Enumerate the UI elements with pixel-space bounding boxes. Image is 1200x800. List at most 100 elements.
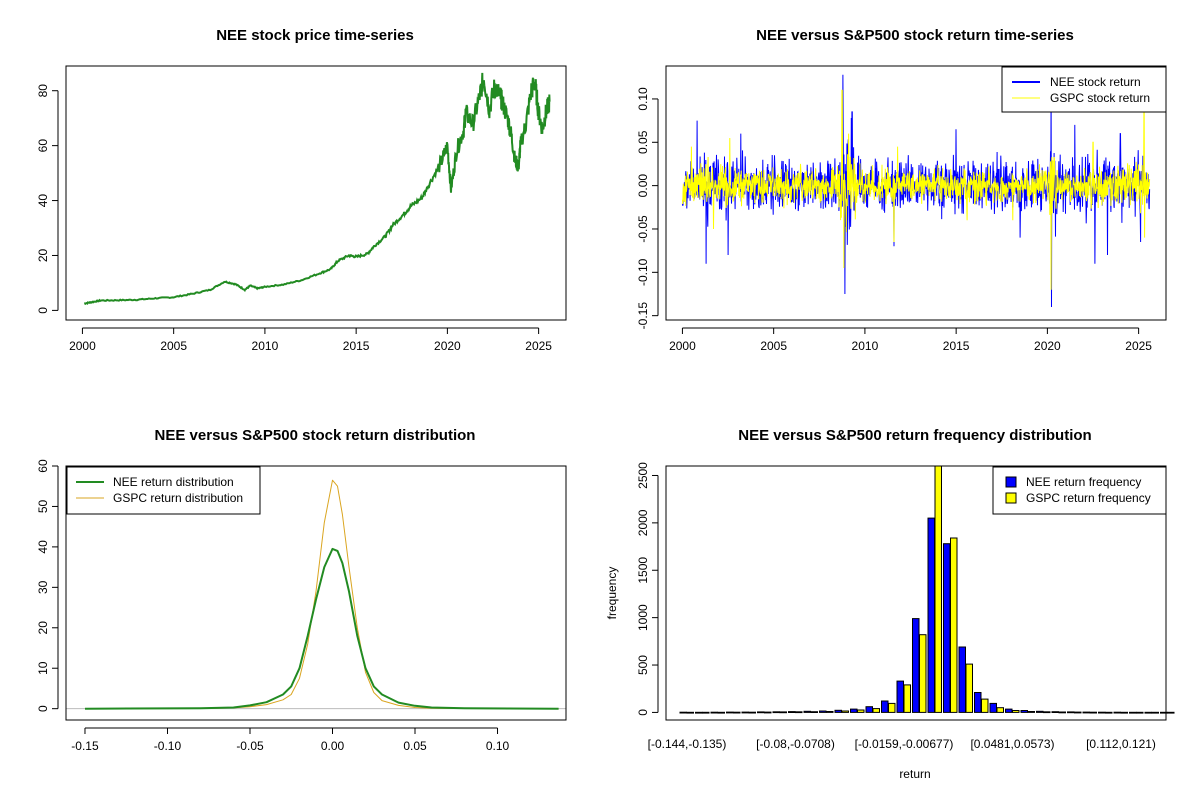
- bar-gspc: [950, 537, 958, 713]
- bar-gspc: [934, 465, 942, 713]
- plot-frame: [65, 65, 567, 321]
- legend-label-nee: NEE return distribution: [113, 475, 234, 489]
- bar-gspc: [1120, 711, 1128, 714]
- y-tick-label: 500: [636, 655, 650, 675]
- bar-gspc: [717, 711, 725, 714]
- x-tick-label: -0.15: [71, 739, 99, 753]
- bar-nee: [772, 711, 780, 714]
- legend-label-nee: NEE return frequency: [1026, 475, 1141, 489]
- plot-frame: [665, 465, 1167, 721]
- y-tick-label: 40: [36, 540, 50, 554]
- bar-nee: [927, 517, 935, 713]
- x-tick-label: 2010: [252, 339, 279, 353]
- x-tick-label: 2015: [943, 339, 970, 353]
- y-tick-label: 60: [36, 459, 50, 473]
- bar-gspc: [1136, 711, 1144, 714]
- legend: NEE return frequency GSPC return frequen…: [992, 466, 1167, 515]
- bar-gspc: [1058, 711, 1066, 714]
- bar-gspc: [1027, 711, 1035, 713]
- bar-gspc: [1074, 711, 1082, 714]
- chart-title: NEE stock price time-series: [216, 27, 414, 44]
- bar-nee: [865, 706, 873, 713]
- bar-nee: [1020, 710, 1028, 713]
- x-tick-label: 2005: [760, 339, 787, 353]
- bar-gspc: [686, 711, 694, 714]
- y-tick-label: 0: [36, 705, 50, 712]
- bar-nee: [958, 646, 966, 713]
- legend-swatch-gspc: [1005, 492, 1017, 504]
- y-tick-label: -0.05: [636, 215, 650, 243]
- y-tick-label: 0: [636, 709, 650, 716]
- series-line-gspc-density: [84, 479, 559, 710]
- chart-density: NEE versus S&P500 stock return distribut…: [36, 427, 567, 753]
- bar-gspc: [919, 634, 927, 713]
- bar-nee: [1098, 711, 1106, 714]
- plot-frame: [65, 465, 567, 721]
- bar-nee: [850, 708, 858, 713]
- legend-swatch-nee: [1005, 476, 1017, 488]
- x-tick-label: 2005: [160, 339, 187, 353]
- x-tick-label: 2000: [669, 339, 696, 353]
- bar-gspc: [965, 663, 973, 713]
- x-tick-label: -0.10: [154, 739, 182, 753]
- series-line-gspc-return: [681, 89, 1151, 290]
- x-tick-label: 2025: [1125, 339, 1152, 353]
- bar-gspc: [826, 711, 834, 713]
- plot-area: 0 500 1000 1500 2000 2500 [-0.144,-0.135) [-0.0…: [636, 462, 1175, 751]
- bar-nee: [819, 710, 827, 713]
- x-axis-label: return: [899, 767, 930, 781]
- x-tick-label: 0.00: [321, 739, 345, 753]
- y-tick-label: 40: [36, 194, 50, 208]
- legend-box: [1001, 66, 1167, 113]
- y-tick-label: 0.10: [636, 87, 650, 111]
- chart-title: NEE versus S&P500 return frequency distr…: [738, 427, 1091, 444]
- bar-gspc: [1167, 711, 1175, 714]
- chart-title: NEE versus S&P500 stock return distribut…: [155, 427, 476, 444]
- x-tick-label: 2000: [69, 339, 96, 353]
- bar-nee: [974, 692, 982, 713]
- bar-gspc: [1089, 711, 1097, 714]
- bar-nee: [695, 711, 703, 714]
- plot-frame: [665, 65, 1167, 321]
- bar-gspc: [764, 711, 772, 714]
- y-tick-label: 20: [36, 248, 50, 262]
- legend-box: [66, 466, 261, 515]
- bar-nee: [1144, 711, 1152, 714]
- legend-label-gspc: GSPC return frequency: [1026, 491, 1151, 505]
- x-tick-label: [0.0481,0.0573): [970, 737, 1054, 751]
- series-line-nee-density: [84, 547, 559, 710]
- y-tick-label: 0.05: [636, 130, 650, 154]
- y-tick-label: 2500: [636, 462, 650, 489]
- bar-gspc: [810, 711, 818, 714]
- bar-nee: [803, 710, 811, 713]
- bar-nee: [1005, 708, 1013, 713]
- bar-nee: [1067, 711, 1075, 714]
- y-tick-label: 80: [36, 84, 50, 98]
- x-tick-label: [0.112,0.121): [1086, 737, 1156, 751]
- bar-gspc: [779, 711, 787, 714]
- chart-price: NEE stock price time-series 2000 2005 2010…: [36, 27, 567, 353]
- bar-gspc: [748, 711, 756, 714]
- x-tick-label: [-0.144,-0.135): [648, 737, 727, 751]
- bar-nee: [726, 711, 734, 714]
- x-tick-label: 2020: [1034, 339, 1061, 353]
- x-tick-label: [-0.0159,-0.00677): [855, 737, 954, 751]
- y-tick-label: 50: [36, 499, 50, 513]
- x-tick-label: -0.05: [236, 739, 264, 753]
- chart-title: NEE versus S&P500 stock return time-seri…: [756, 27, 1074, 44]
- bar-nee: [881, 700, 889, 713]
- bar-nee: [757, 711, 765, 714]
- y-tick-label: 2000: [636, 509, 650, 536]
- y-tick-label: -0.10: [636, 258, 650, 286]
- bar-gspc: [841, 710, 849, 713]
- x-tick-label: 0.10: [486, 739, 510, 753]
- y-tick-label: 60: [36, 139, 50, 153]
- bar-nee: [912, 618, 920, 713]
- x-tick-label: 2015: [343, 339, 370, 353]
- legend: NEE stock return GSPC stock return: [1001, 66, 1167, 113]
- bar-gspc: [1151, 711, 1159, 714]
- chart-returns: NEE versus S&P500 stock return time-seri…: [636, 27, 1167, 353]
- bar-gspc: [1043, 711, 1051, 714]
- bar-gspc: [733, 711, 741, 714]
